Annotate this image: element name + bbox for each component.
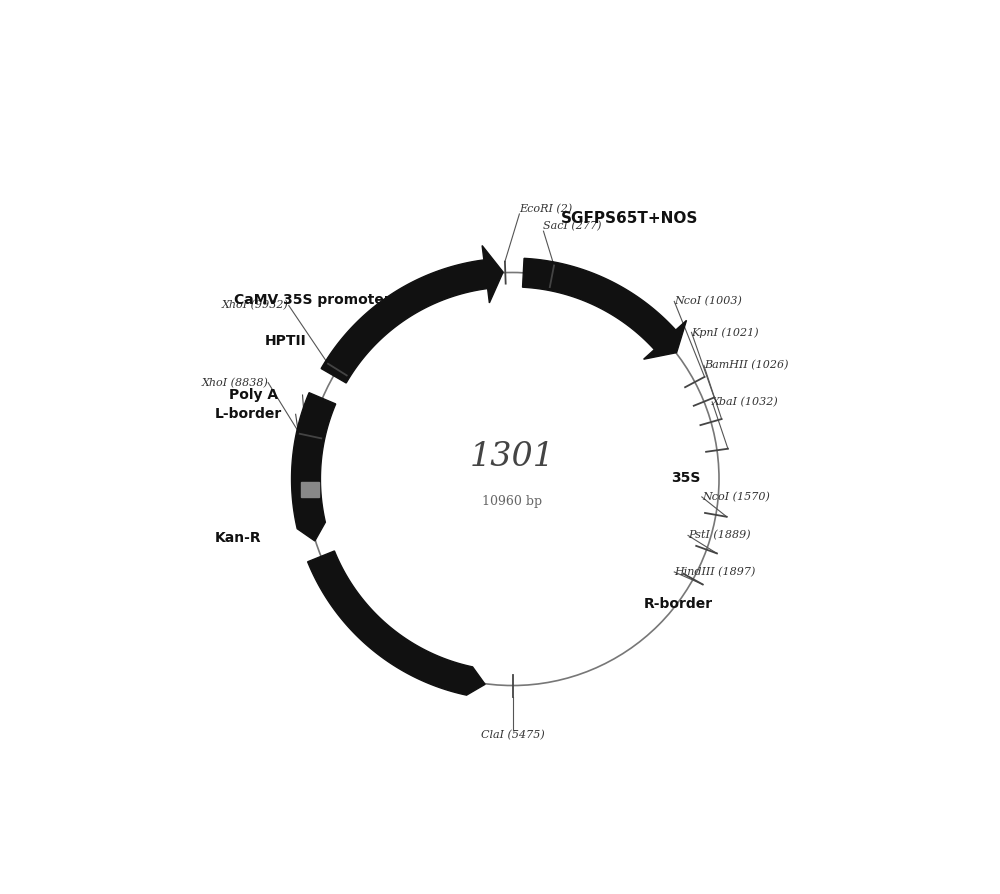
Text: XhoI (9932): XhoI (9932) [222,300,289,311]
Text: XbaI (1032): XbaI (1032) [712,397,779,407]
Text: 35S: 35S [671,470,700,485]
Text: ClaI (5475): ClaI (5475) [481,730,544,740]
Text: 10960 bp: 10960 bp [482,494,543,508]
Polygon shape [321,246,503,383]
Bar [301,482,319,497]
Polygon shape [523,258,686,359]
Text: SacI (277): SacI (277) [543,221,602,232]
Text: BamHII (1026): BamHII (1026) [704,360,788,371]
Text: EcoRI (2): EcoRI (2) [519,204,573,214]
Text: KpnI (1021): KpnI (1021) [691,327,759,338]
Text: HPTII: HPTII [265,334,306,349]
Text: XhoI (8838): XhoI (8838) [201,377,268,388]
Text: Kan-R: Kan-R [215,530,262,544]
Text: SGFPS65T+NOS: SGFPS65T+NOS [561,211,698,226]
Text: 1301: 1301 [470,441,555,473]
Text: NcoI (1570): NcoI (1570) [702,492,770,502]
Text: Poly A: Poly A [229,388,278,402]
Text: CaMV 35S promoter: CaMV 35S promoter [234,293,390,307]
Text: HindIII (1897): HindIII (1897) [674,567,756,578]
Polygon shape [308,551,485,696]
Polygon shape [292,392,336,541]
Text: NcoI (1003): NcoI (1003) [674,296,742,307]
Text: R-border: R-border [643,597,712,611]
Text: L-border: L-border [215,408,282,421]
Text: PstI (1889): PstI (1889) [688,530,751,541]
